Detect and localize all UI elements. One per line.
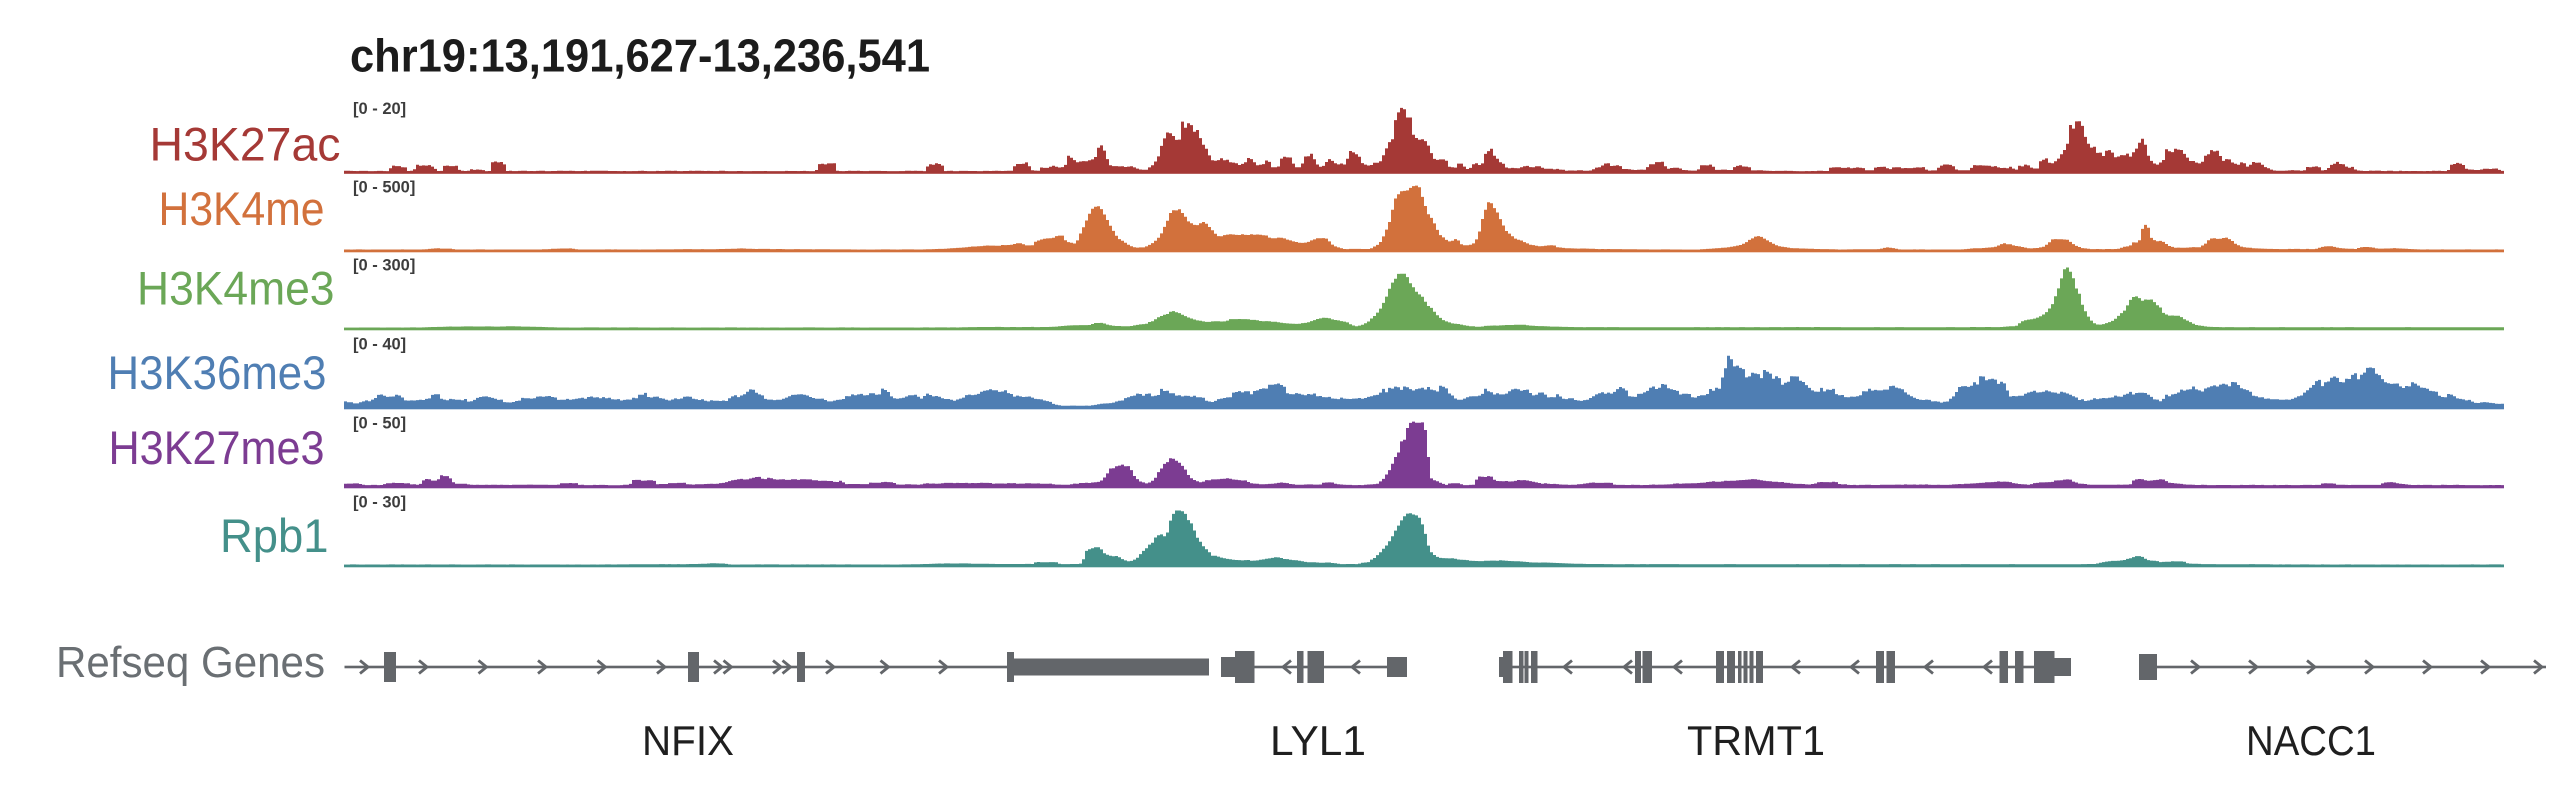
svg-text:NACC1: NACC1 bbox=[2246, 717, 2376, 764]
svg-text:H3K4me3: H3K4me3 bbox=[137, 262, 335, 315]
svg-text:[0 - 20]: [0 - 20] bbox=[353, 100, 406, 118]
svg-text:NFIX: NFIX bbox=[642, 717, 734, 764]
svg-text:H3K36me3: H3K36me3 bbox=[108, 346, 327, 399]
svg-text:H3K27me3: H3K27me3 bbox=[109, 421, 325, 474]
svg-text:[0 - 300]: [0 - 300] bbox=[353, 257, 415, 275]
svg-text:[0 - 30]: [0 - 30] bbox=[353, 494, 406, 512]
svg-text:LYL1: LYL1 bbox=[1270, 717, 1366, 764]
svg-text:[0 - 40]: [0 - 40] bbox=[353, 336, 406, 354]
svg-text:H3K27ac: H3K27ac bbox=[150, 118, 341, 171]
svg-text:H3K4me: H3K4me bbox=[159, 182, 325, 235]
svg-text:[0 - 50]: [0 - 50] bbox=[353, 415, 406, 433]
svg-text:chr19:13,191,627-13,236,541: chr19:13,191,627-13,236,541 bbox=[350, 30, 930, 82]
svg-text:[0 - 500]: [0 - 500] bbox=[353, 179, 415, 197]
svg-text:TRMT1: TRMT1 bbox=[1687, 717, 1825, 764]
svg-text:Refseq Genes: Refseq Genes bbox=[56, 638, 325, 687]
svg-text:Rpb1: Rpb1 bbox=[220, 509, 329, 562]
